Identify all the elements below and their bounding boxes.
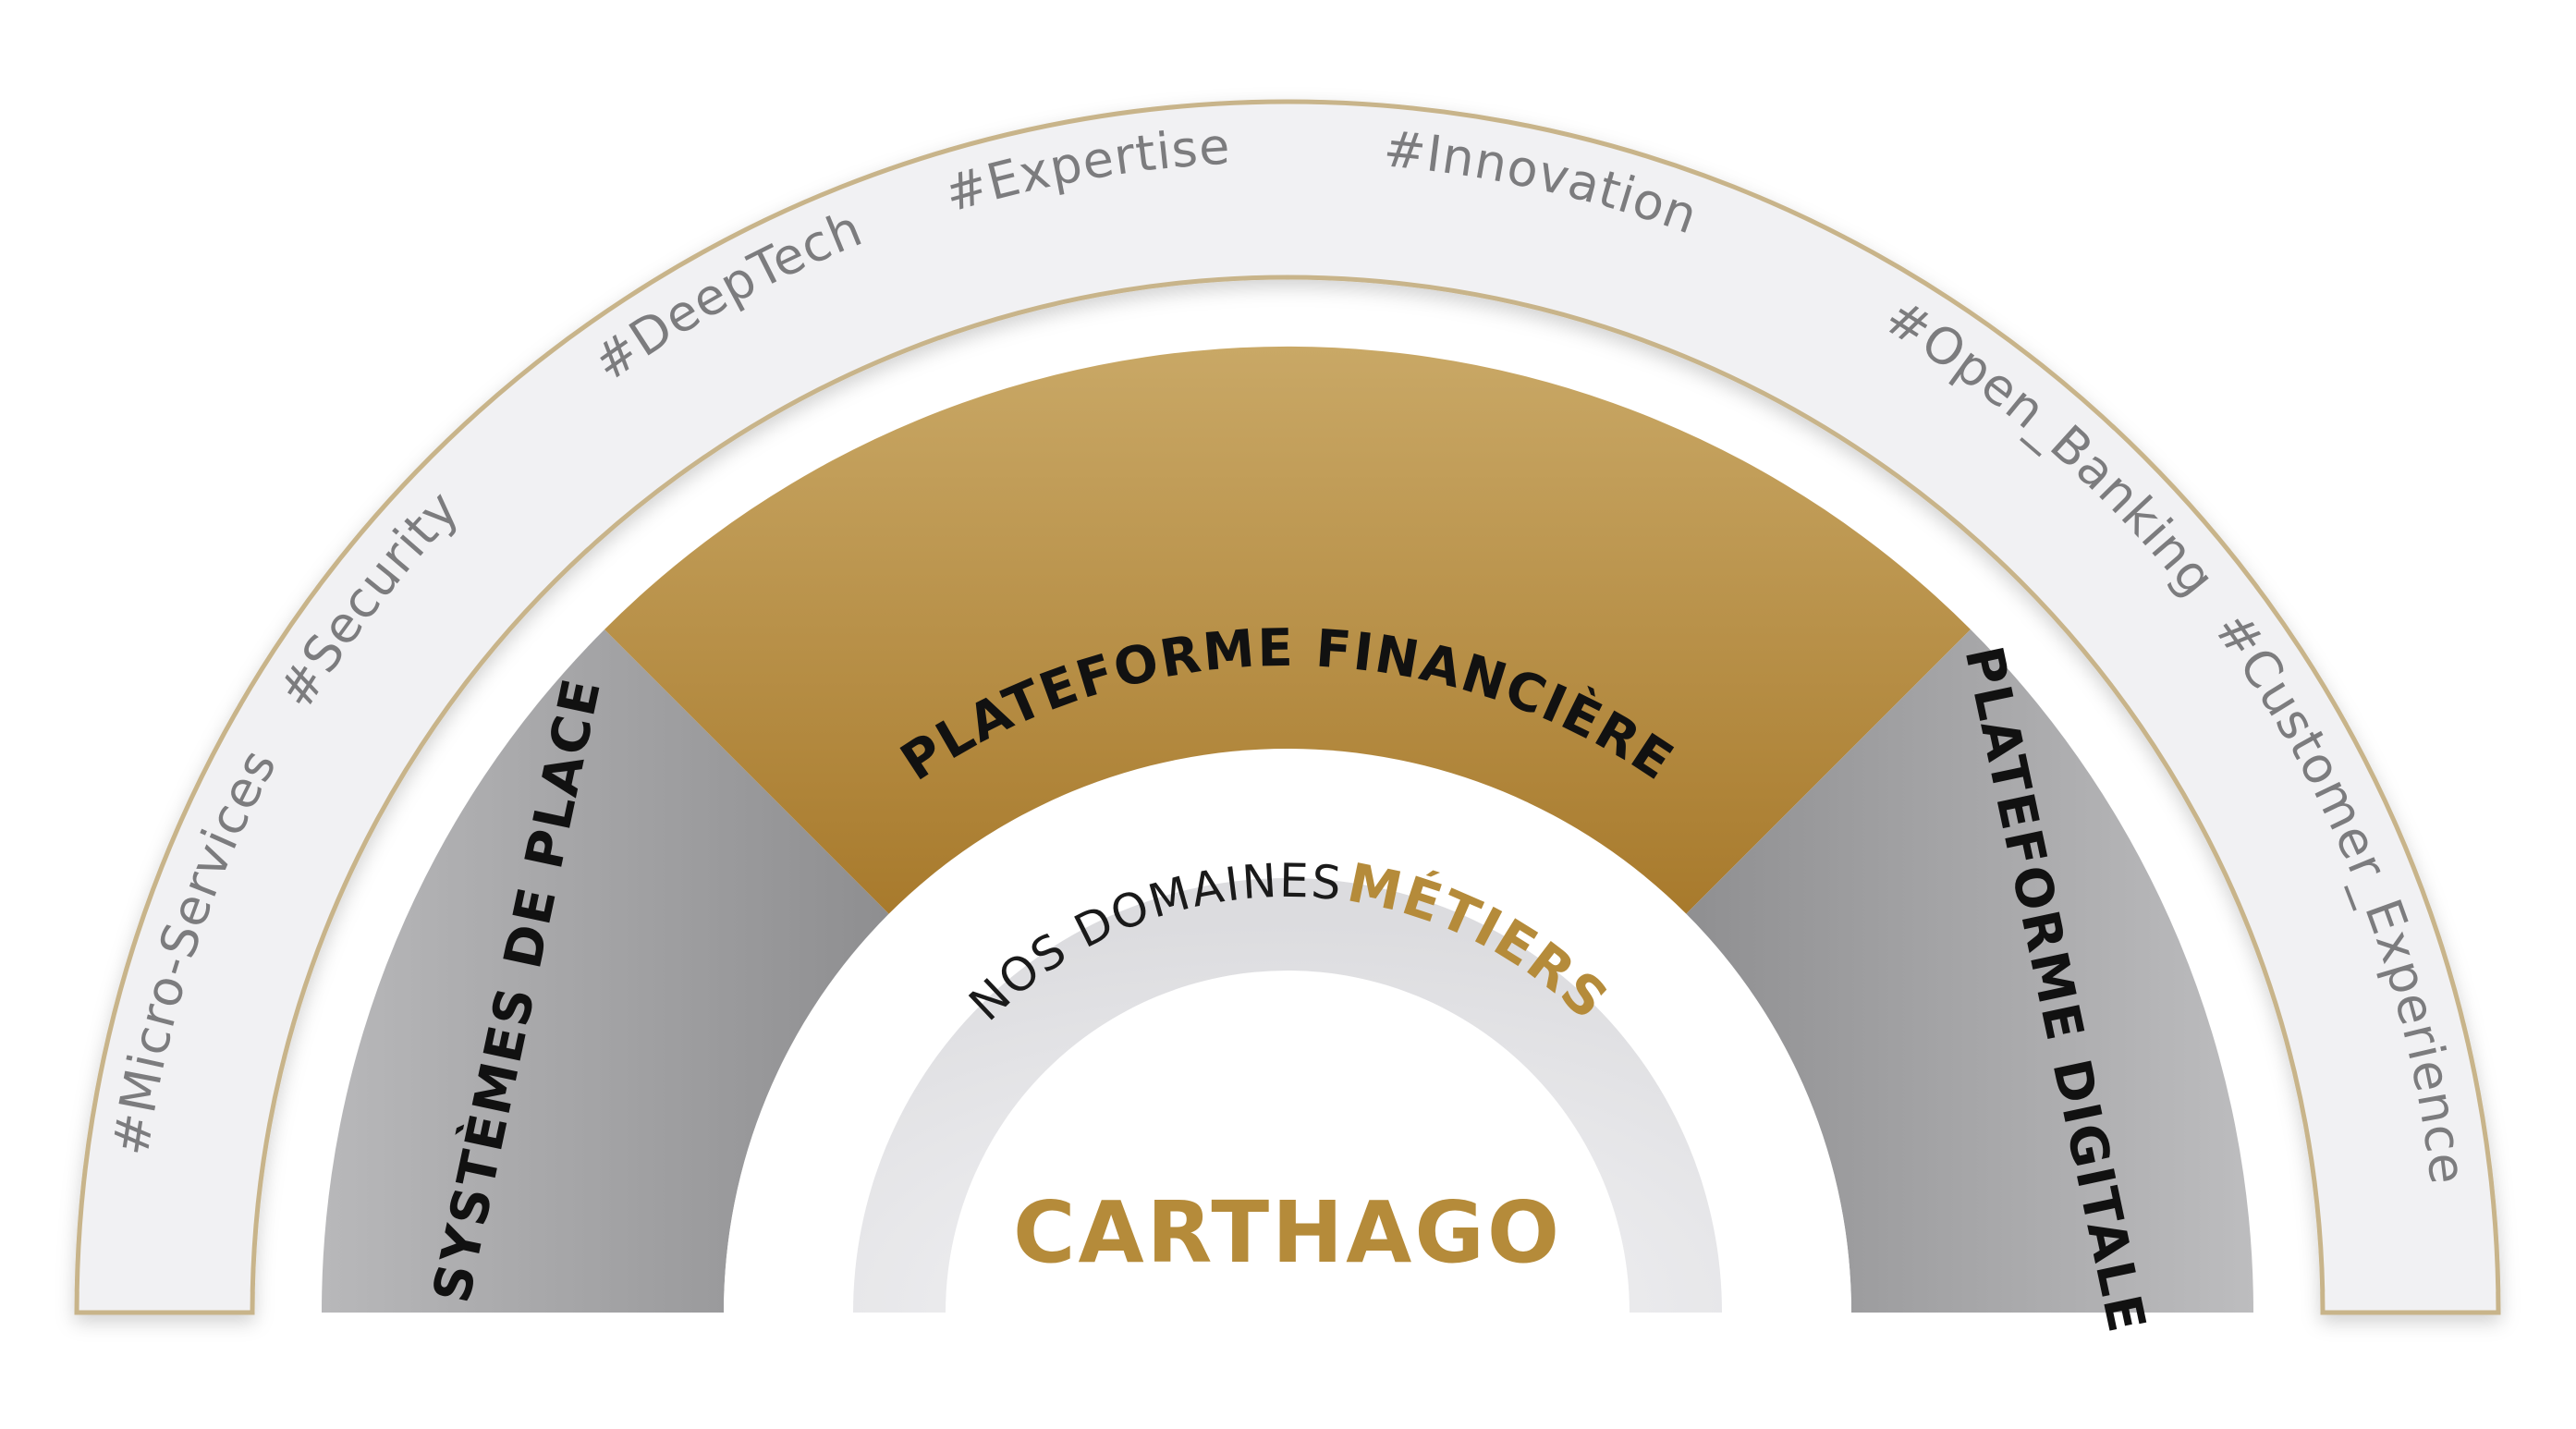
sector-plateforme-financiere [604, 346, 1971, 914]
sector-plateforme-digitale [1686, 629, 2253, 1313]
center-disc [946, 971, 1630, 1313]
center-title: CARTHAGO [1013, 1183, 1562, 1282]
sector-systemes-de-place [322, 629, 889, 1313]
outer-hashtag-band [74, 99, 2501, 1315]
